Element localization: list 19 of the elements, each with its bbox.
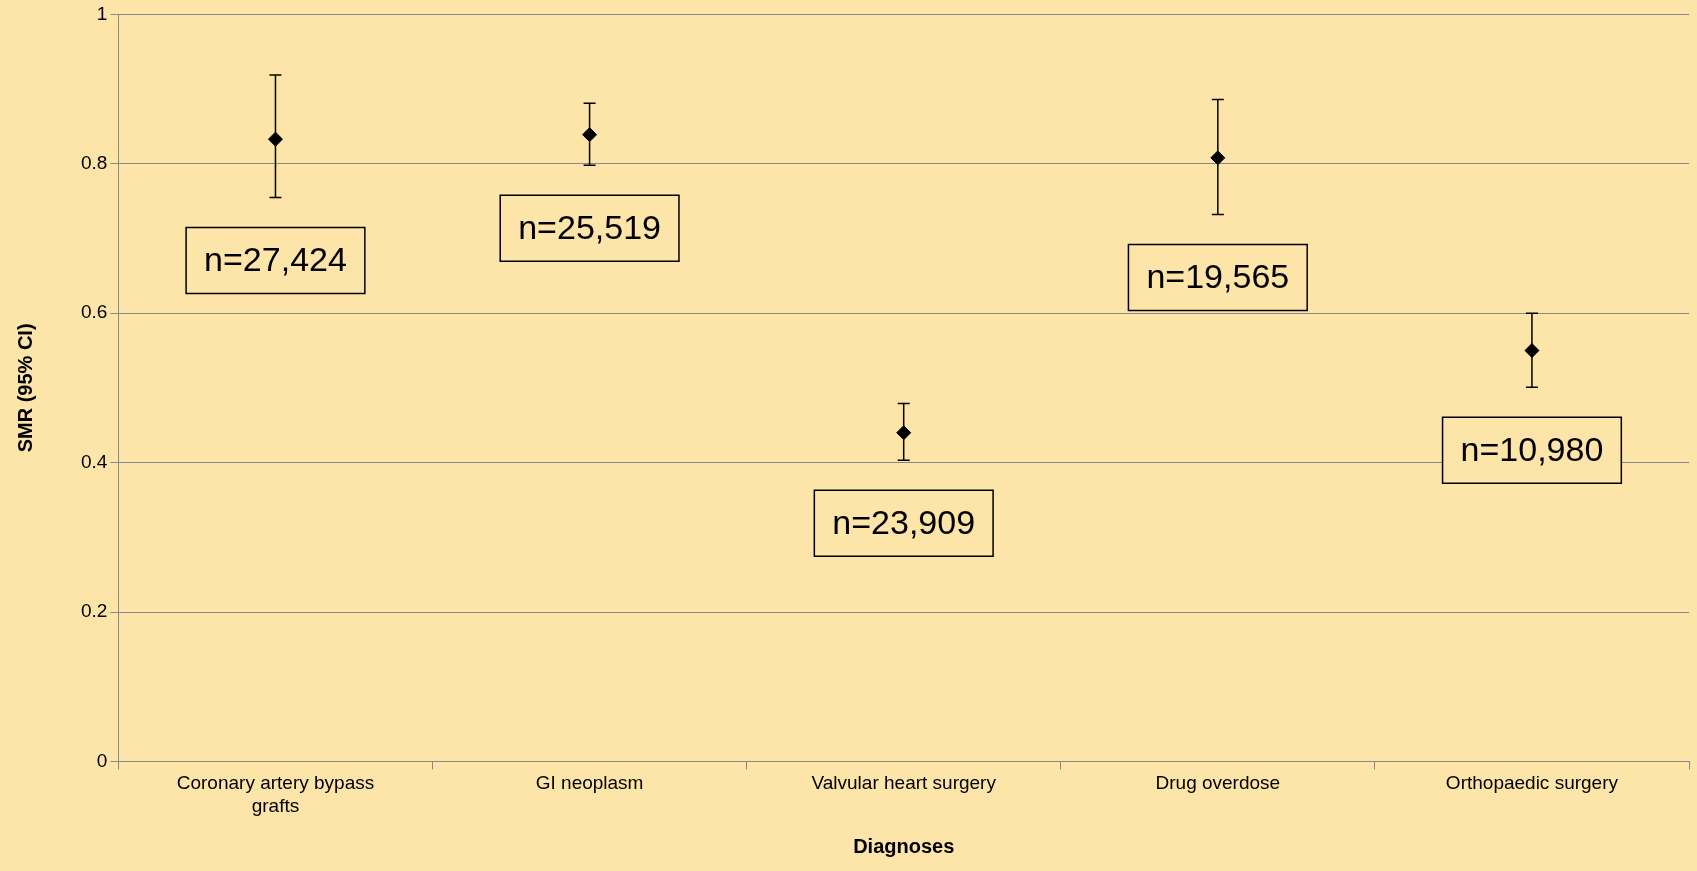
y-tick-label: 0 <box>96 749 108 771</box>
x-tick-label: GI neoplasm <box>535 772 644 794</box>
x-tick-label: Drug overdose <box>1155 772 1281 794</box>
annotation: n=23,909 <box>832 502 976 541</box>
x-tick-label: Orthopaedic surgery <box>1445 772 1619 794</box>
annotation: n=25,519 <box>518 207 661 246</box>
y-tick-label: 0.4 <box>80 450 108 472</box>
annotation: n=27,424 <box>204 239 347 278</box>
x-tick-label: Coronary artery bypass grafts <box>176 772 375 816</box>
y-tick-label: 0.2 <box>80 600 108 622</box>
y-axis-title: SMR (95% CI) <box>13 323 36 453</box>
x-axis-title: Diagnoses <box>853 834 955 857</box>
y-tick-label: 0.8 <box>80 152 108 174</box>
annotation: n=10,980 <box>1460 429 1604 468</box>
y-tick-label: 0.6 <box>80 301 108 323</box>
x-tick-label: Valvular heart surgery <box>811 772 997 794</box>
annotation: n=19,565 <box>1146 256 1290 295</box>
y-tick-label: 1 <box>96 2 108 24</box>
point <box>267 131 283 147</box>
